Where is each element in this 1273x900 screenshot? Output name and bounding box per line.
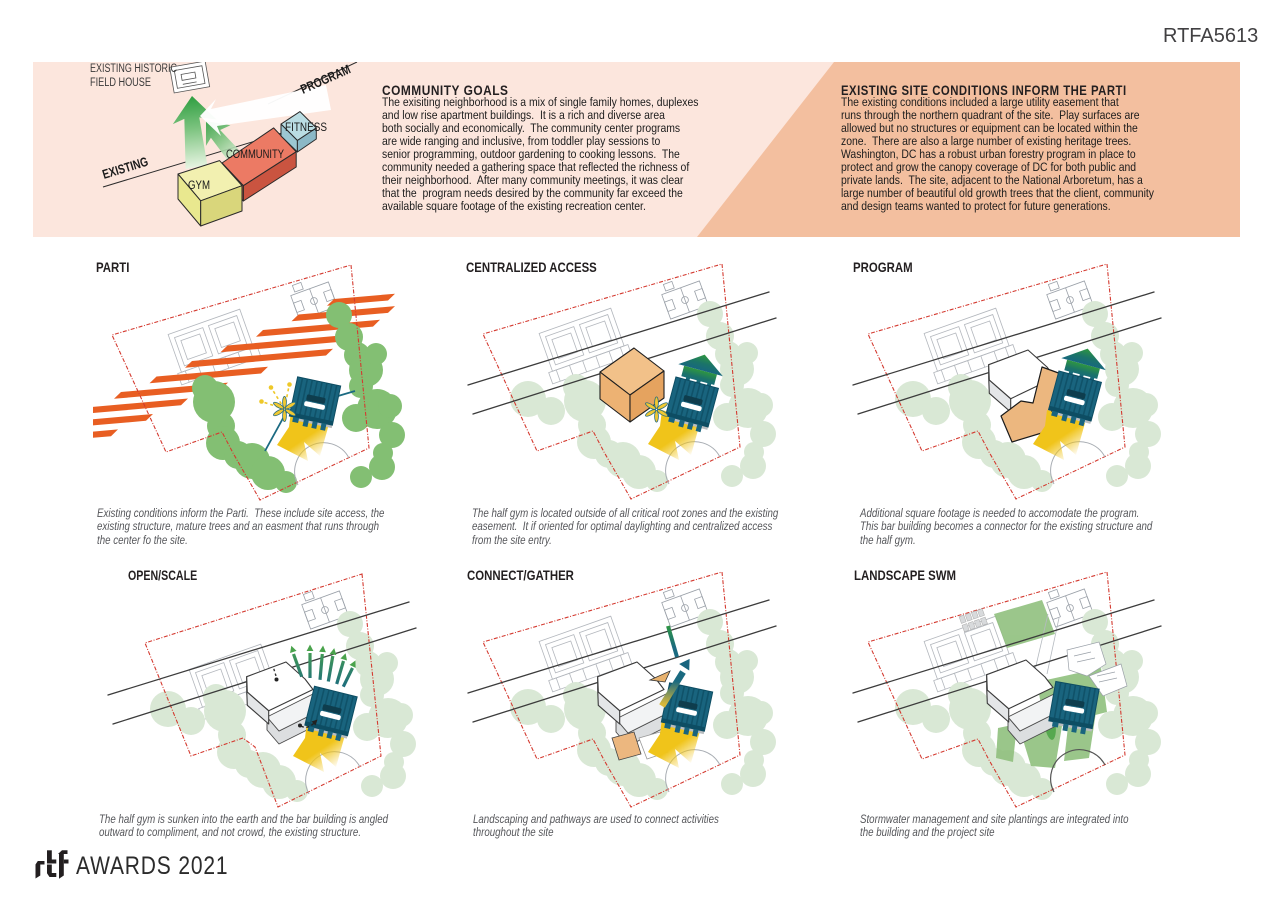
svg-text:EXISTING HISTORIC: EXISTING HISTORIC (90, 63, 177, 75)
svg-text:FIELD HOUSE: FIELD HOUSE (90, 77, 151, 89)
svg-text:GYM: GYM (188, 178, 210, 192)
svg-text:COMMUNITY: COMMUNITY (226, 147, 284, 161)
svg-text:EXISTING: EXISTING (100, 154, 149, 182)
svg-text:FITNESS: FITNESS (285, 120, 327, 134)
